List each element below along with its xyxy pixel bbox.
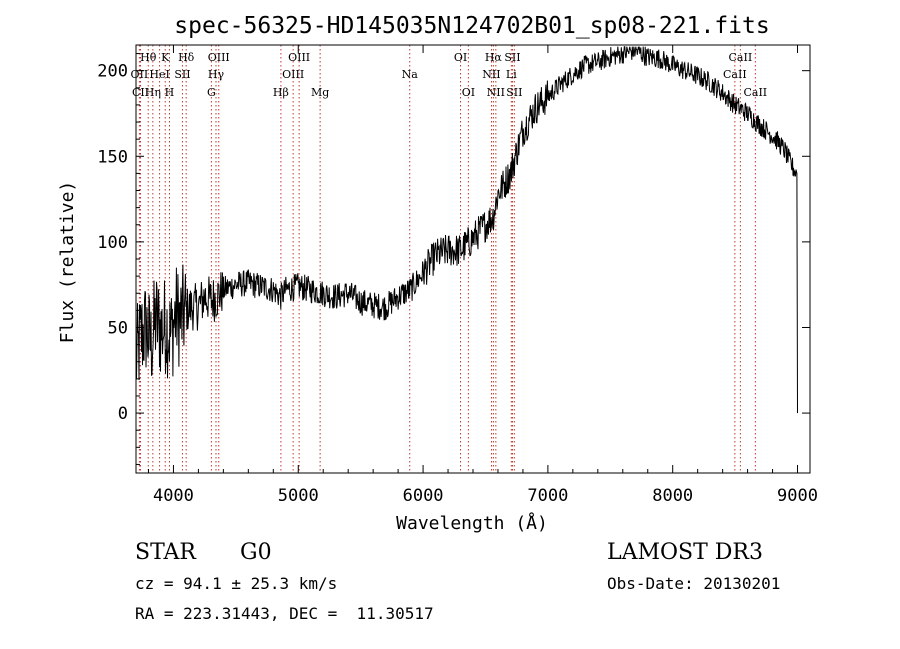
redshift-text: cz = 94.1 ± 25.3 km/s — [135, 574, 338, 593]
emission-line-label: Mg — [311, 86, 329, 99]
emission-line-label: Hα — [485, 51, 503, 64]
emission-line-label: Hδ — [178, 51, 195, 64]
emission-line-label: G — [207, 86, 216, 99]
x-axis-ticks: 4000 5000 6000 7000 8000 9000 — [147, 45, 818, 506]
emission-line-label: Hη — [145, 86, 161, 99]
emission-line-label: CaII — [743, 86, 767, 99]
y-tick-label: 50 — [108, 318, 128, 338]
emission-line-markers — [138, 45, 756, 473]
x-tick-label: 8000 — [652, 486, 693, 506]
plot-frame — [135, 44, 811, 474]
emission-line-label: NII — [487, 86, 505, 99]
emission-line-label: H — [165, 86, 175, 99]
emission-line-label: SII — [504, 51, 520, 64]
y-tick-label: 0 — [118, 404, 128, 424]
x-tick-label: 5000 — [278, 486, 319, 506]
y-tick-label: 100 — [97, 233, 128, 253]
object-class: STAR — [135, 540, 196, 565]
chart-title: spec-56325-HD145035N124702B01_sp08-221.f… — [174, 13, 769, 39]
emission-line-label: OI — [462, 86, 475, 99]
emission-line-label: OIII — [282, 68, 304, 81]
emission-line-labels: HθOIICIIHηHeIKHSIIHδGHγOIIIHβOIIIOIIIMgN… — [131, 51, 768, 99]
y-axis-label: Flux (relative) — [57, 181, 78, 344]
emission-line-label: HeI — [149, 68, 169, 81]
emission-line-label: Li — [506, 68, 517, 81]
y-tick-label: 150 — [97, 147, 128, 167]
object-subclass: G0 — [240, 540, 272, 565]
y-axis-ticks: 0 50 100 150 200 — [97, 53, 810, 465]
emission-line-label: Hβ — [273, 86, 289, 99]
coordinates-text: RA = 223.31443, DEC = 11.30517 — [135, 604, 434, 623]
x-tick-label: 9000 — [777, 486, 818, 506]
emission-line-label: CaII — [729, 51, 753, 64]
emission-line-label: Na — [402, 68, 419, 81]
obs-date: Obs-Date: 20130201 — [607, 574, 781, 593]
emission-line-label: Hθ — [140, 51, 157, 64]
x-tick-label: 6000 — [403, 486, 444, 506]
emission-line-label: Hγ — [208, 68, 225, 81]
x-tick-label: 4000 — [153, 486, 194, 506]
spectrum-series-line — [135, 46, 798, 414]
emission-line-label: SII — [506, 86, 522, 99]
survey-name: LAMOST DR3 — [607, 540, 763, 565]
emission-line-label: OIII — [208, 51, 230, 64]
x-axis-label: Wavelength (Å) — [396, 512, 548, 534]
emission-line-label: SII — [174, 68, 190, 81]
emission-line-label: CaII — [723, 68, 747, 81]
x-tick-label: 7000 — [527, 486, 568, 506]
emission-line-label: NII — [482, 68, 500, 81]
emission-line-label: OI — [454, 51, 467, 64]
emission-line-label: OIII — [288, 51, 310, 64]
y-tick-label: 200 — [97, 62, 128, 82]
emission-line-label: K — [161, 51, 170, 64]
emission-line-label: OII — [131, 68, 149, 81]
